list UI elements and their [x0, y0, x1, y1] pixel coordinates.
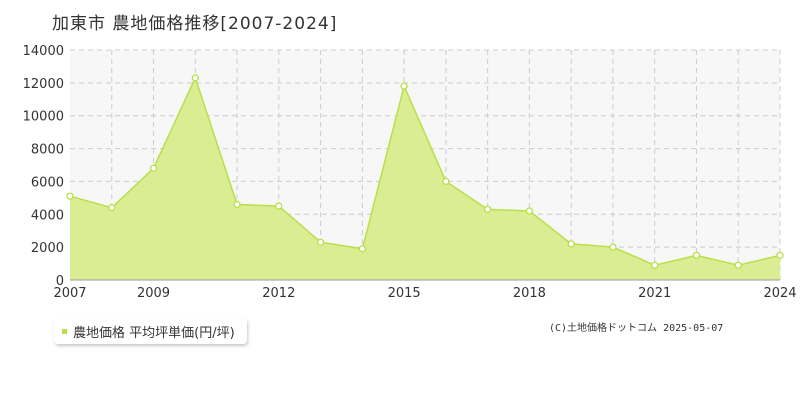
y-tick-label: 14000	[23, 44, 64, 59]
data-point	[567, 240, 575, 248]
legend: 農地価格 平均坪単価(円/坪)	[54, 318, 247, 344]
data-point	[400, 82, 408, 90]
x-axis-ticks: 2007 2009 2012 2015 2018 2021 2024	[53, 286, 796, 301]
legend-label: 農地価格 平均坪単価(円/坪)	[73, 325, 235, 341]
data-point	[651, 261, 659, 269]
data-point	[108, 204, 116, 212]
y-tick-label: 8000	[31, 143, 64, 158]
data-point	[609, 243, 617, 251]
x-tick-label: 2012	[262, 286, 295, 301]
y-tick-label: 6000	[31, 175, 64, 190]
legend-swatch	[62, 328, 67, 334]
x-tick-label: 2009	[137, 286, 170, 301]
y-tick-label: 0	[56, 274, 64, 289]
x-tick-label: 2024	[763, 286, 796, 301]
x-tick-label: 2018	[513, 286, 546, 301]
chart-title: 加東市 農地価格推移[2007-2024]	[52, 14, 338, 34]
data-point	[692, 251, 701, 260]
data-point	[483, 205, 492, 214]
data-point	[442, 177, 450, 186]
series-line	[69, 75, 781, 266]
data-point	[316, 238, 325, 246]
data-point	[233, 200, 241, 209]
data-point	[776, 251, 784, 260]
y-axis-ticks: 0 2000 4000 6000 8000 10000 12000 14000	[23, 44, 64, 289]
data-point	[734, 261, 742, 269]
data-point	[525, 207, 534, 215]
series-area-fill	[70, 77, 780, 281]
copyright-text: (C)土地価格ドットコム 2025-05-07	[549, 323, 724, 334]
x-tick-label: 2021	[638, 286, 671, 301]
y-tick-label: 10000	[23, 110, 64, 125]
data-point	[191, 74, 199, 82]
y-tick-label: 4000	[31, 208, 64, 223]
data-point	[66, 192, 74, 200]
x-tick-label: 2007	[53, 286, 86, 301]
series-markers	[66, 74, 784, 269]
data-point	[358, 245, 367, 253]
data-point	[149, 164, 158, 172]
data-point	[275, 202, 283, 210]
x-tick-label: 2015	[388, 286, 421, 301]
y-tick-label: 2000	[31, 241, 64, 256]
y-tick-label: 12000	[23, 77, 64, 92]
